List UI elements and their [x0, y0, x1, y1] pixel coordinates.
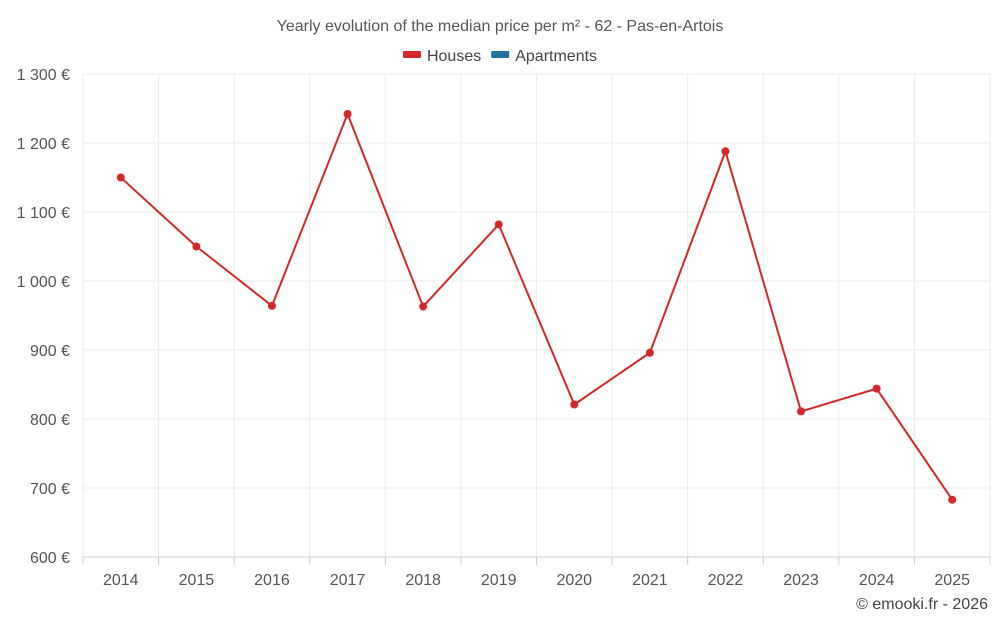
y-tick-label: 800 € [30, 412, 70, 429]
legend-swatch [402, 51, 421, 58]
x-tick-label: 2015 [179, 572, 215, 589]
x-tick-label: 2017 [330, 572, 366, 589]
chart-title: Yearly evolution of the median price per… [277, 18, 724, 35]
data-point-houses[interactable] [570, 400, 579, 409]
data-point-houses[interactable] [419, 302, 428, 311]
x-tick-label: 2016 [254, 572, 290, 589]
data-point-houses[interactable] [948, 495, 957, 504]
legend-item-apartments[interactable]: Apartments [491, 48, 597, 65]
data-point-houses[interactable] [645, 348, 654, 357]
legend: Houses Apartments [402, 48, 597, 65]
copyright-credit: © emooki.fr - 2026 [856, 596, 988, 613]
legend-item-houses[interactable]: Houses [402, 48, 481, 65]
data-point-houses[interactable] [721, 147, 730, 156]
y-tick-label: 900 € [30, 343, 70, 360]
y-tick-label: 700 € [30, 481, 70, 498]
data-point-houses[interactable] [116, 173, 125, 182]
legend-label: Houses [427, 48, 481, 65]
data-point-houses[interactable] [494, 220, 503, 229]
y-tick-label: 1 300 € [17, 67, 70, 84]
x-tick-label: 2022 [708, 572, 744, 589]
x-tick-label: 2023 [783, 572, 819, 589]
y-tick-label: 1 100 € [17, 205, 70, 222]
y-tick-label: 1 200 € [17, 136, 70, 153]
series-layer [116, 110, 957, 504]
y-tick-label: 1 000 € [17, 274, 70, 291]
x-tick-label: 2024 [859, 572, 895, 589]
y-tick-label: 600 € [30, 550, 70, 567]
x-tick-label: 2014 [103, 572, 139, 589]
x-tick-label: 2018 [405, 572, 441, 589]
x-tick-label: 2019 [481, 572, 517, 589]
data-point-houses[interactable] [797, 407, 806, 416]
data-point-houses[interactable] [872, 384, 881, 393]
legend-swatch [491, 51, 510, 58]
series-line-houses [120, 113, 954, 501]
data-point-houses[interactable] [267, 301, 276, 310]
data-point-houses[interactable] [192, 242, 201, 251]
axes: 600 € 700 € 800 € 900 € 1 000 € 1 100 € 1 200 … [17, 67, 991, 589]
legend-label: Apartments [515, 48, 597, 65]
x-tick-label: 2020 [556, 572, 592, 589]
x-tick-label: 2021 [632, 572, 668, 589]
x-tick-label: 2025 [934, 572, 970, 589]
data-point-houses[interactable] [343, 110, 352, 119]
